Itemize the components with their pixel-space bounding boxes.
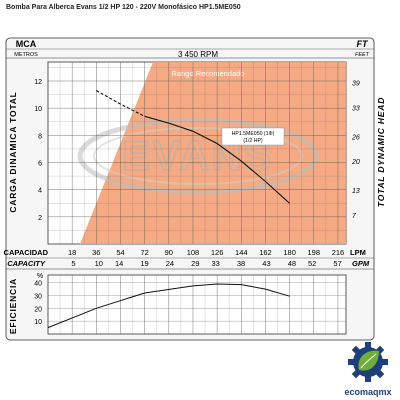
lpm-tick-label: 216	[332, 248, 345, 257]
series-name-label: HP1.5ME050 (1Φ)	[232, 131, 275, 137]
lpm-tick-label: 54	[116, 248, 124, 257]
gpm-tick-label: 43	[262, 259, 270, 268]
lpm-tick-label: 36	[92, 248, 100, 257]
rpm-label: 3 450 RPM	[178, 50, 218, 59]
left-tick-label: 10	[34, 106, 42, 113]
lpm-tick-label: 126	[211, 248, 224, 257]
gpm-tick-label: 52	[308, 259, 316, 268]
left-tick-label: 8	[38, 133, 42, 140]
right-tick-label: 7	[352, 213, 357, 220]
right-tick-label: 13	[352, 188, 360, 195]
lpm-unit-label: LPM	[350, 248, 366, 257]
left-tick-label: 6	[38, 161, 42, 168]
lpm-tick-label: 162	[259, 248, 272, 257]
efficiency-plot-area	[47, 274, 347, 335]
ecomaq-logo: ecomaqmx	[336, 336, 400, 400]
right-tick-label: 33	[352, 105, 360, 112]
efficiency-unit-label: %	[37, 273, 43, 280]
gpm-tick-label: 19	[140, 259, 148, 268]
gpm-tick-label: 48	[288, 259, 296, 268]
lpm-tick-label: 108	[187, 248, 200, 257]
eff-tick-label: 30	[34, 294, 42, 301]
left-unit-sublabel: METROS	[14, 52, 38, 58]
gpm-tick-label: 33	[211, 259, 219, 268]
series-label-box	[221, 127, 285, 146]
head-curve	[144, 115, 290, 204]
right-tick-label: 26	[351, 134, 360, 141]
gpm-tick-label: 5	[71, 259, 75, 268]
recommended-range	[80, 62, 346, 244]
gpm-tick-label: 24	[166, 259, 174, 268]
recommended-range-label: Rango Recomendado	[172, 69, 245, 78]
right-tick-label: 39	[352, 81, 360, 88]
lpm-tick-label: 180	[283, 248, 296, 257]
gpm-axis-label: CAPACITY	[7, 259, 46, 268]
eff-tick-label: 20	[34, 306, 42, 313]
gear-leaf-icon	[348, 342, 388, 382]
right-unit-label: FT	[357, 39, 369, 49]
right-tick-label: 20	[351, 159, 360, 166]
left-unit-label: MCA	[16, 39, 37, 49]
gpm-tick-label: 38	[237, 259, 245, 268]
page-title: Bomba Para Alberca Evans 1/2 HP 120 - 22…	[6, 4, 241, 11]
series-subtitle-label: (1/2 HP)	[243, 138, 263, 144]
left-tick-label: 2	[38, 215, 42, 222]
left-tick-label: 12	[34, 79, 42, 86]
lpm-tick-label: 90	[165, 248, 173, 257]
gpm-tick-label: 10	[95, 259, 103, 268]
lpm-tick-label: 198	[308, 248, 321, 257]
efficiency-curve	[47, 283, 290, 329]
gpm-unit-label: GPM	[352, 259, 370, 268]
lpm-tick-label: 144	[235, 248, 248, 257]
lpm-axis-label: CAPACIDAD	[4, 248, 49, 257]
right-axis-title: TOTAL DYNAMIC HEAD	[376, 97, 386, 207]
gpm-tick-label: 57	[333, 259, 341, 268]
efficiency-axis-title: EFICIENCIA	[8, 278, 18, 334]
gpm-tick-label: 29	[191, 259, 199, 268]
eff-tick-label: 10	[34, 319, 42, 326]
left-axis-title: CARGA DINAMICA TOTAL	[8, 91, 18, 212]
gpm-tick-label: 14	[115, 259, 123, 268]
lpm-tick-label: 72	[140, 248, 148, 257]
right-unit-sublabel: FEET	[355, 52, 370, 58]
logo-text: ecomaqmx	[344, 387, 392, 397]
left-tick-label: 4	[38, 188, 42, 195]
eff-tick-label: 40	[34, 281, 42, 288]
lpm-tick-label: 18	[68, 248, 76, 257]
head-curve-extension	[96, 90, 145, 117]
